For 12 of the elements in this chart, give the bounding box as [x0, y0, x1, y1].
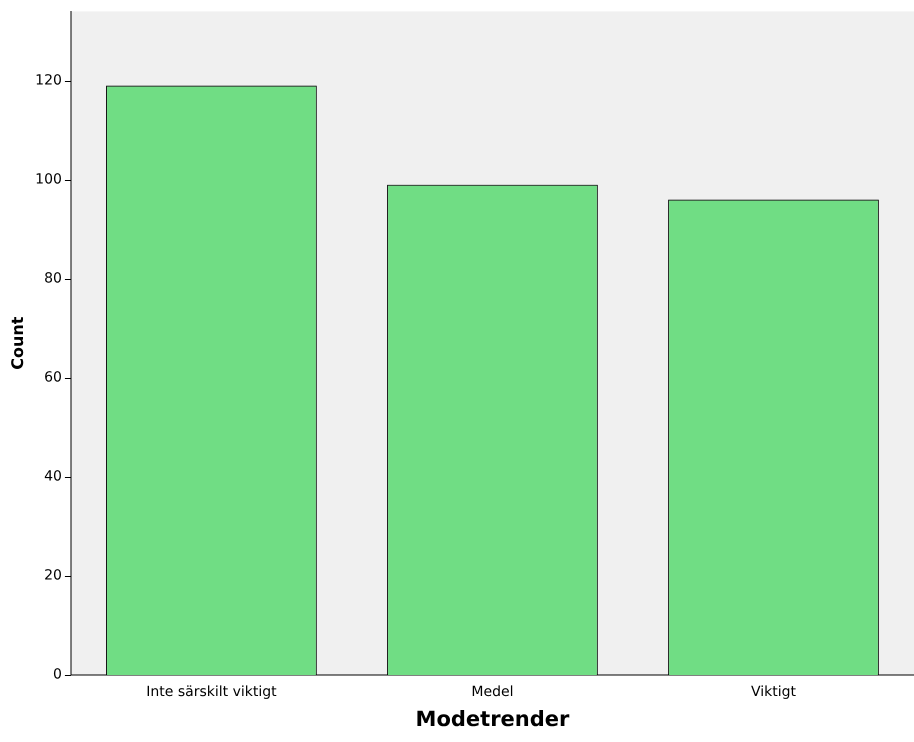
y-tick-label: 60 — [44, 370, 62, 386]
x-axis-title: Modetrender — [416, 706, 570, 731]
y-tick-label: 0 — [53, 666, 62, 683]
x-tick-label: Viktigt — [750, 684, 797, 700]
y-tick-label: 80 — [44, 270, 62, 286]
x-tick-label: Inte särskilt viktigt — [146, 684, 278, 700]
y-tick-label: 20 — [44, 568, 62, 584]
y-tick-label: 100 — [35, 171, 62, 188]
y-tick-label: 40 — [44, 468, 62, 485]
y-tick-label: 120 — [35, 72, 62, 88]
x-tick-label: Medel — [471, 684, 514, 700]
y-axis-title: Count — [8, 316, 27, 370]
